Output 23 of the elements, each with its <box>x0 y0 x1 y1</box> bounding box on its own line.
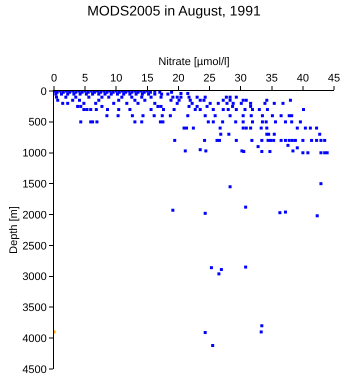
y-tick-label: 4000 <box>22 332 47 345</box>
y-tick-label: 0 <box>40 86 47 98</box>
x-axis-title: Nitrate [µmol/l] <box>158 56 230 68</box>
x-tick-label: 20 <box>172 72 185 85</box>
y-tick-label: 2000 <box>22 209 47 222</box>
y-tick-label: 1000 <box>22 148 47 160</box>
chart-title: MODS2005 in August, 1991 <box>87 2 261 19</box>
y-tick-label: 500 <box>28 116 47 129</box>
y-tick-label: 2500 <box>22 240 47 252</box>
y-tick-label: 4500 <box>22 364 47 376</box>
x-tick-label: 0 <box>50 72 58 85</box>
x-tick-label: 10 <box>110 72 122 85</box>
y-tick-label: 3500 <box>22 302 47 314</box>
x-tick-label: 45 <box>328 72 340 85</box>
y-tick-label: 3000 <box>22 271 47 284</box>
x-tick-label: 35 <box>266 72 278 85</box>
y-tick-label: 1500 <box>22 178 47 191</box>
x-tick-label: 40 <box>296 72 310 85</box>
x-tick-label: 25 <box>203 72 216 85</box>
x-tick-label: 5 <box>82 72 88 85</box>
x-tick-label: 30 <box>234 72 247 85</box>
y-axis-title: Depth [m] <box>8 206 20 254</box>
x-tick-label: 15 <box>141 72 154 85</box>
